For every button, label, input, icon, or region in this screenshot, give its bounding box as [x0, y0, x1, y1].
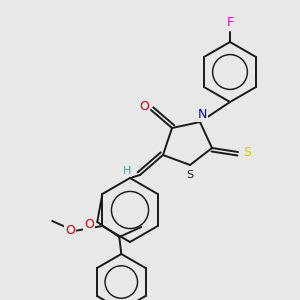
Text: S: S — [243, 146, 251, 158]
Text: H: H — [123, 166, 131, 176]
Text: S: S — [186, 170, 194, 180]
Text: N: N — [197, 107, 207, 121]
Text: O: O — [65, 224, 75, 236]
Text: O: O — [84, 218, 94, 230]
Text: F: F — [226, 16, 234, 29]
Text: O: O — [139, 100, 149, 112]
